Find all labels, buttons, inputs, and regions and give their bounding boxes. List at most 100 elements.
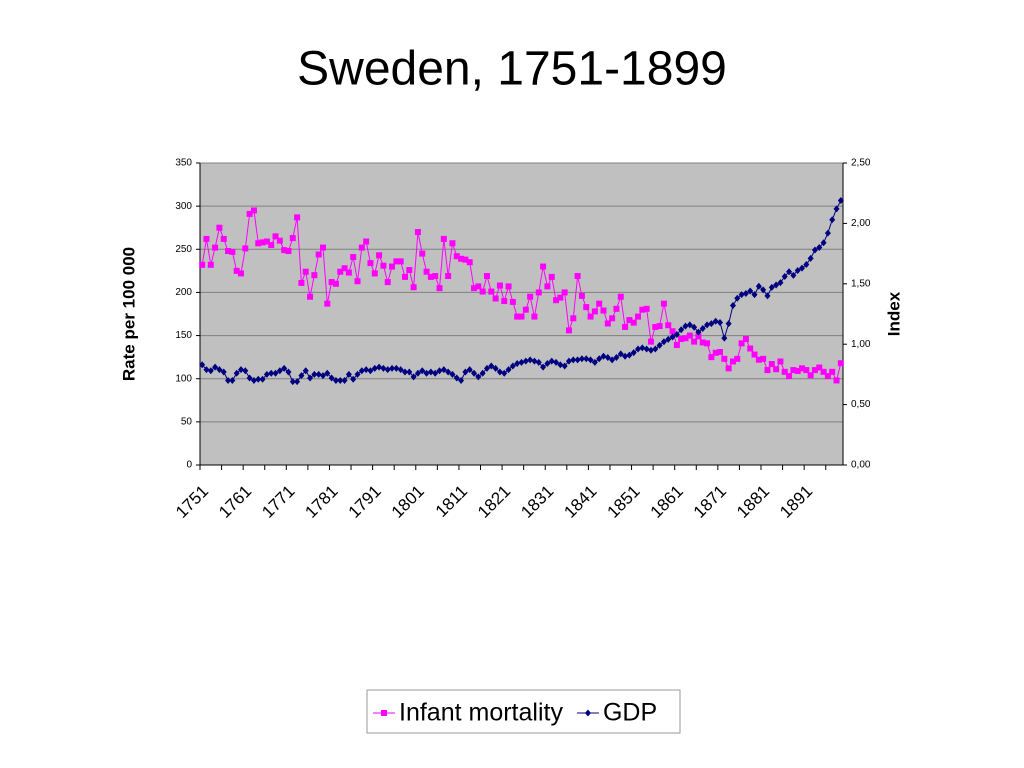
data-point (332, 376, 339, 384)
data-point (647, 338, 654, 345)
data-point (233, 267, 240, 274)
data-point (397, 258, 404, 265)
y2-tick-label: 0,00 (851, 460, 871, 471)
data-point (199, 361, 206, 369)
data-point (488, 288, 495, 295)
data-point (250, 207, 257, 214)
y2-tick-label: 1,00 (851, 339, 871, 350)
data-point (311, 272, 318, 279)
data-point (315, 251, 322, 258)
data-point (492, 364, 499, 372)
y-tick-label: 300 (175, 201, 192, 212)
data-point (458, 255, 465, 262)
data-point (630, 349, 637, 357)
data-point (596, 300, 603, 307)
data-point (811, 246, 818, 254)
data-point (799, 264, 806, 272)
data-point (216, 224, 223, 231)
data-point (212, 244, 219, 251)
data-point (350, 375, 357, 383)
data-point (535, 289, 542, 296)
y-tick-label: 50 (181, 416, 193, 427)
data-point (527, 356, 534, 364)
x-tick-label: 1851 (604, 482, 644, 522)
data-point (540, 263, 547, 270)
chart-title: Sweden, 1751-1899 (297, 43, 727, 96)
data-point (587, 356, 594, 364)
data-point (755, 282, 762, 290)
data-point (635, 345, 642, 353)
data-point (833, 205, 840, 213)
data-point (393, 258, 400, 265)
data-point (233, 369, 240, 377)
x-tick-label: 1771 (258, 482, 298, 522)
data-point (354, 370, 361, 378)
data-point (742, 336, 749, 343)
x-tick-label: 1881 (733, 482, 773, 522)
data-point (289, 378, 296, 386)
data-point (384, 279, 391, 286)
data-point (246, 210, 253, 217)
data-point (647, 346, 654, 354)
data-point (829, 216, 836, 224)
data-point (816, 244, 823, 252)
y-tick-label: 150 (175, 330, 192, 341)
data-point (738, 340, 745, 347)
data-point (401, 368, 408, 376)
data-point (427, 273, 434, 280)
data-point (203, 235, 210, 242)
data-point (630, 319, 637, 326)
data-point (613, 353, 620, 361)
data-point (328, 374, 335, 382)
data-point (212, 363, 219, 371)
data-point (721, 334, 728, 342)
data-point (544, 360, 551, 368)
data-point (324, 300, 331, 307)
data-point (496, 368, 503, 376)
data-point (501, 369, 508, 377)
data-point (332, 280, 339, 287)
data-point (587, 313, 594, 320)
data-point (626, 317, 633, 324)
data-point (268, 241, 275, 248)
data-point (773, 281, 780, 289)
data-point (289, 235, 296, 242)
data-point (276, 237, 283, 244)
data-point (281, 247, 288, 254)
data-point (570, 356, 577, 364)
data-point (401, 273, 408, 280)
data-point (501, 298, 508, 305)
data-point (561, 362, 568, 370)
x-tick-label: 1761 (215, 482, 255, 522)
data-point (807, 372, 814, 379)
data-point (794, 267, 801, 275)
data-point (259, 375, 266, 383)
data-point (462, 256, 469, 263)
data-point (414, 369, 421, 377)
data-point (509, 362, 516, 370)
y-tick-label: 100 (175, 373, 192, 384)
data-point (427, 368, 434, 376)
data-point (345, 269, 352, 276)
data-point (548, 273, 555, 280)
data-point (596, 355, 603, 363)
data-point (242, 245, 249, 252)
data-point (432, 273, 439, 280)
data-point (220, 235, 227, 242)
data-point (600, 352, 607, 360)
y2-tick-label: 2,50 (851, 158, 871, 169)
data-point (518, 313, 525, 320)
y-axis-label: Rate per 100 000 (119, 247, 138, 381)
data-point (419, 250, 426, 257)
data-point (488, 362, 495, 370)
x-tick-label: 1801 (388, 482, 428, 522)
data-point (725, 320, 732, 328)
data-point (276, 367, 283, 375)
data-point (272, 369, 279, 377)
data-point (768, 283, 775, 291)
data-point (790, 271, 797, 279)
data-point (665, 322, 672, 329)
data-point (557, 294, 564, 301)
data-point (751, 351, 758, 358)
data-point (453, 374, 460, 382)
